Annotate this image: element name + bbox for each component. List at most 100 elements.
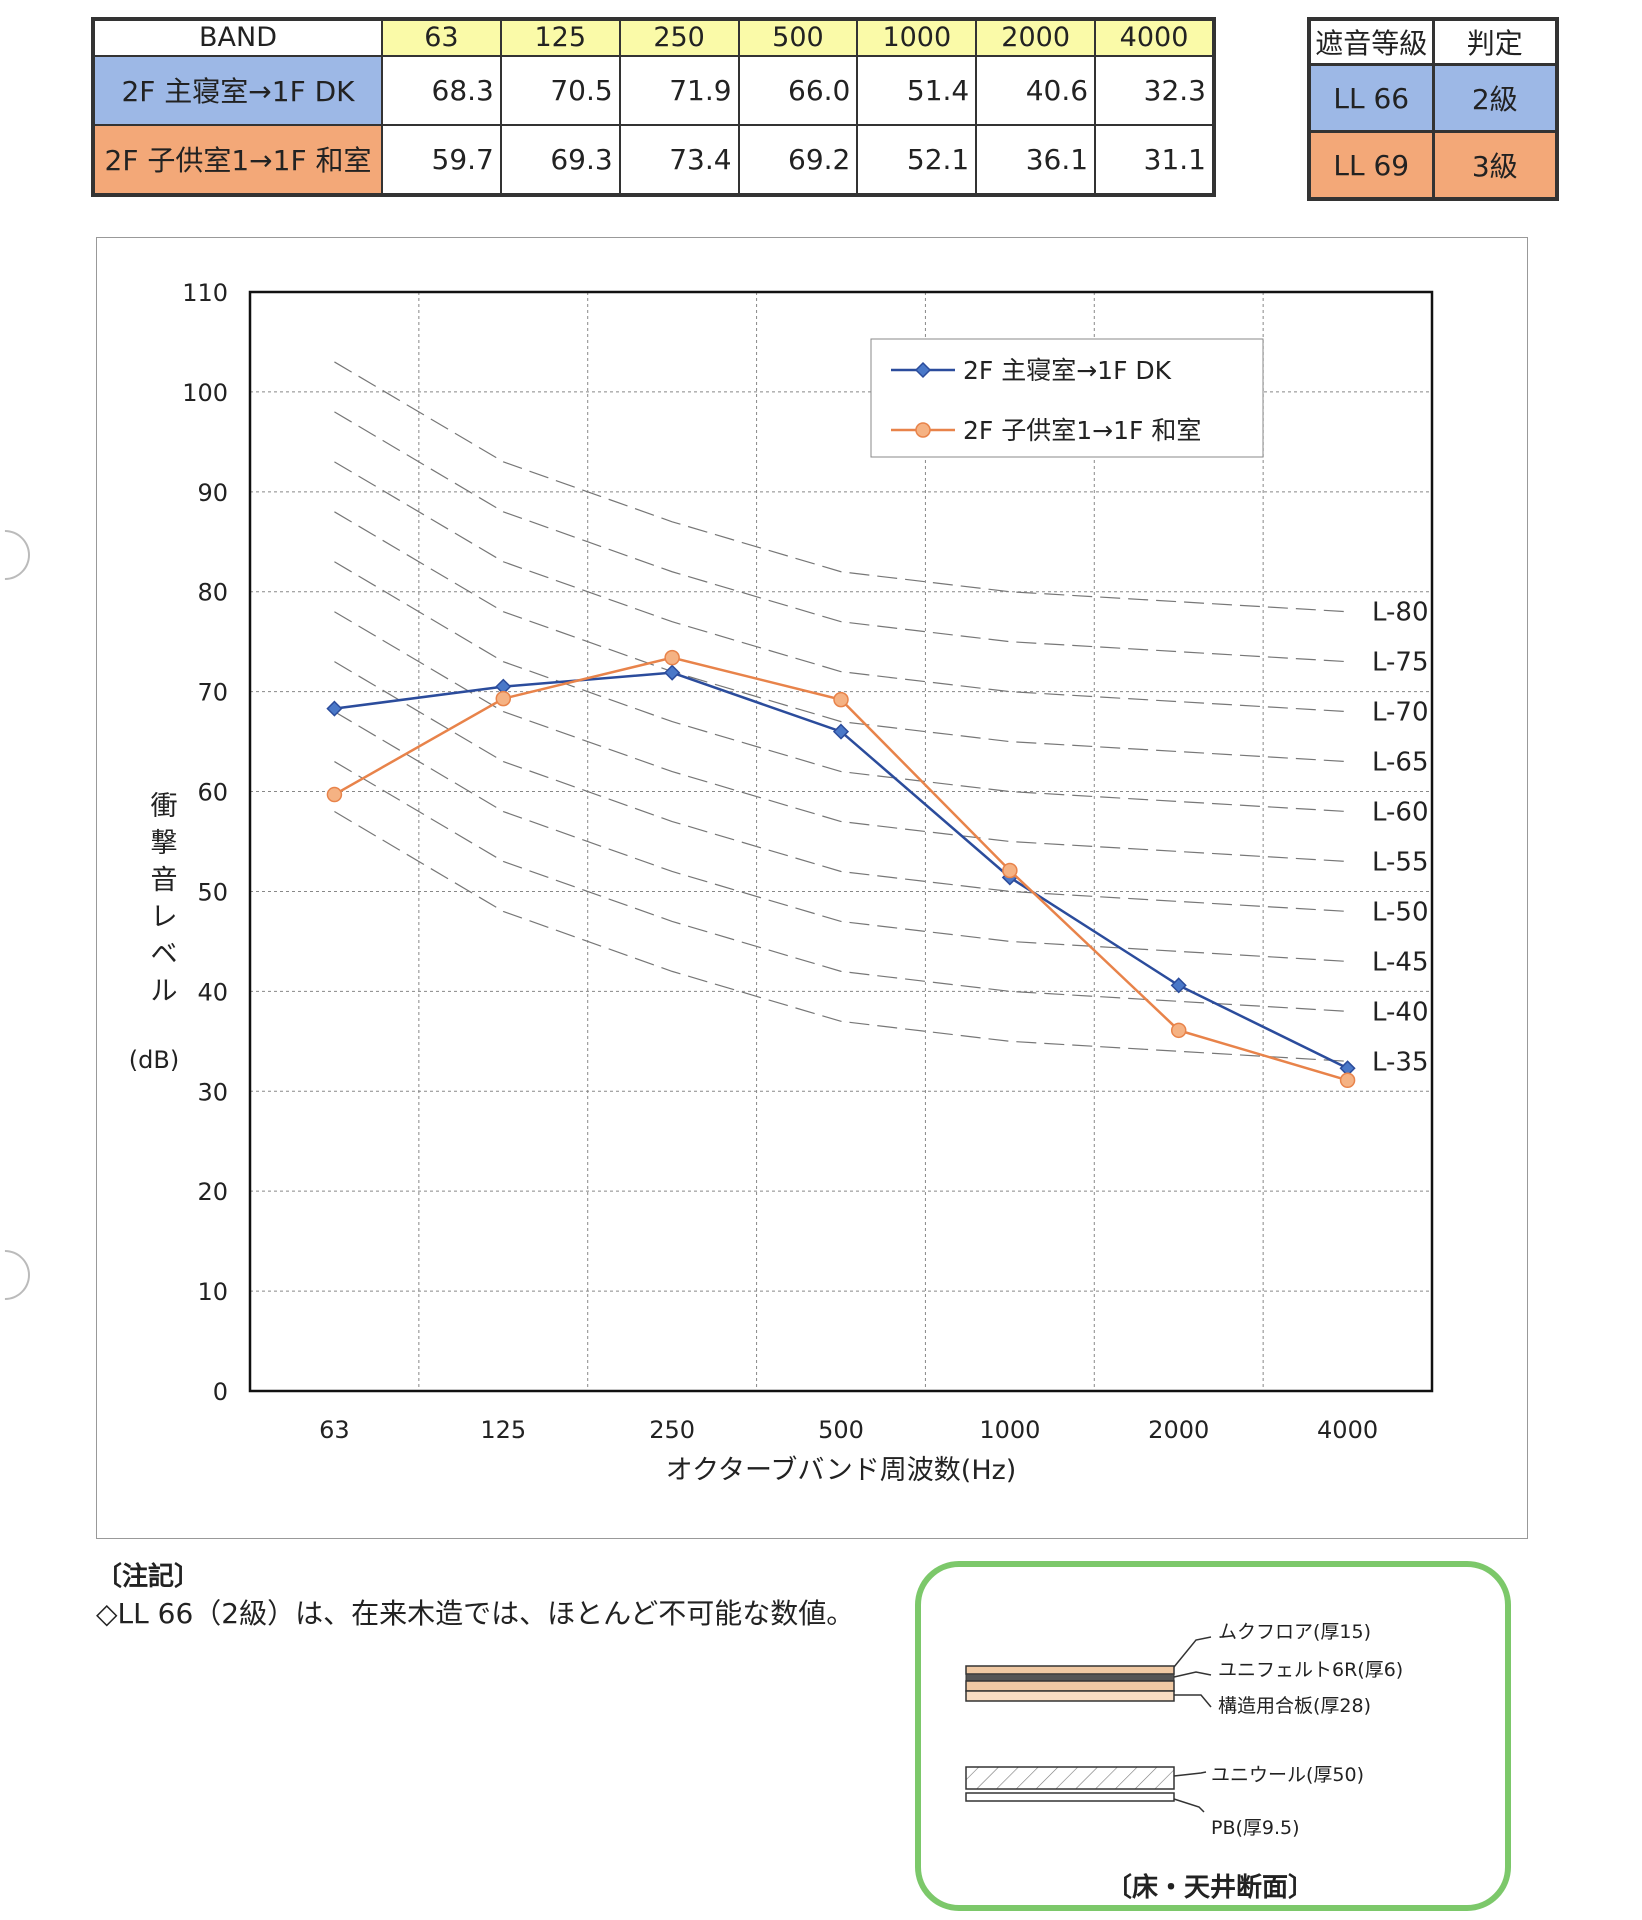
band-header-cell: 500 [737,18,859,57]
data-point [1170,1022,1187,1039]
binder-hole-mark [0,519,41,591]
table-row: 2F 子供室1→1F 和室 59.7 69.3 73.4 69.2 52.1 3… [92,123,1215,197]
reference-curve-label: L-65 [1372,748,1429,778]
table-cell: 32.3 [1094,54,1215,126]
judge-cell: 3級 [1431,130,1559,201]
y-axis-label-char: 音 [151,865,178,896]
y-tick-label: 100 [182,379,228,407]
binder-hole-mark [0,1239,41,1311]
floor-label: ムクフロア(厚15) [1218,1621,1372,1643]
table-cell: 73.4 [618,123,740,197]
table-cell: 36.1 [975,123,1097,197]
table-cell: 69.2 [737,123,859,197]
reference-curve-label: L-50 [1372,897,1429,927]
impact-sound-chart: L-80 L-75 L-70 L-65 L-60 L-55 L-50 L-45 L-40 L-35… [129,279,1434,1486]
table-cell: 69.3 [499,123,621,197]
band-header-cell: 4000 [1094,18,1215,57]
table-cell: 70.5 [499,54,621,126]
data-point [1170,977,1187,994]
legend-label: 2F 主寝室→1F DK [963,356,1172,385]
reference-curve [334,711,1348,962]
judge-header: 判定 [1431,17,1559,66]
reference-curve [334,411,1348,663]
chart-frame: L-80 L-75 L-70 L-65 L-60 L-55 L-50 L-45 L-40 L-35… [96,237,1528,1539]
reference-curve-label: L-55 [1372,847,1429,877]
ceiling-label: ユニウール(厚50) [1211,1764,1365,1786]
reference-curve-label: L-60 [1372,798,1429,828]
grade-table: 遮音等級 判定 LL 66 2級 LL 69 3級 [1307,17,1559,201]
table-cell: 31.1 [1094,123,1215,197]
data-point [664,664,681,681]
leader-lines [1173,1636,1212,1813]
data-point [1002,862,1018,879]
note-body: ◇LL 66（2級）は、在来木造では、ほとんど不可能な数値。 [96,1597,855,1630]
y-tick-label: 60 [197,779,228,807]
reference-curve [334,561,1348,813]
band-header-row: BAND 63 125 250 500 1000 2000 4000 [92,18,1215,57]
table-cell: 59.7 [381,123,502,197]
x-tick-label: 4000 [1317,1416,1378,1444]
data-point [326,786,343,803]
x-tick-label: 2000 [1148,1416,1209,1444]
grade-header: 遮音等級 [1307,17,1435,66]
x-tick-label: 500 [818,1416,864,1444]
y-tick-label: 30 [197,1078,228,1106]
legend-marker [914,361,932,379]
reference-curve [334,661,1348,913]
data-point [832,723,850,740]
note-title: 〔注記〕 [96,1562,201,1592]
reference-curve [334,461,1348,713]
reference-curve-label: L-70 [1372,698,1429,728]
grade-cell: LL 69 [1307,130,1435,201]
legend-box [870,338,1264,458]
band-header-cell: 63 [381,18,502,57]
y-axis-label-char: 撃 [151,828,178,859]
grade-cell: LL 66 [1307,63,1435,133]
reference-curve-label: L-75 [1372,648,1429,678]
ceiling-layers [965,1766,1175,1802]
table-cell: 68.3 [381,54,502,126]
data-point [1339,1072,1356,1089]
data-point [833,691,849,708]
floor-layers [965,1665,1175,1702]
y-axis-label-char: 衝 [151,791,178,822]
section-diagram [965,1636,1212,1813]
table-cell: 66.0 [737,54,859,126]
row-label: 2F 主寝室→1F DK [92,54,383,126]
table-cell: 52.1 [856,123,978,197]
plot-area-border [248,290,1434,1393]
reference-curve [334,761,1348,1012]
band-header-cell: 2000 [975,18,1097,57]
table-cell: 51.4 [856,54,978,126]
band-header-cell: 125 [499,18,621,57]
x-tick-label: 250 [649,1416,695,1444]
reference-curve [334,811,1348,1062]
data-point [495,690,512,707]
x-tick-label: 1000 [979,1416,1040,1444]
band-header-cell: 1000 [856,18,978,57]
y-tick-label: 90 [197,479,228,507]
y-axis-label-char: ル [151,976,178,1007]
y-axis-label-char: レ [151,902,178,933]
x-axis-label: オクターブバンド周波数(Hz) [666,1455,1017,1486]
reference-curve [334,361,1348,613]
y-tick-label: 80 [197,579,228,607]
reference-curve-label: L-45 [1372,947,1429,977]
table-cell: 40.6 [975,54,1097,126]
table-row: 2F 主寝室→1F DK 68.3 70.5 71.9 66.0 51.4 40… [92,54,1215,126]
y-tick-label: 110 [182,279,228,307]
y-tick-label: 20 [197,1178,228,1206]
y-tick-label: 10 [197,1278,228,1306]
grade-header-row: 遮音等級 判定 [1307,17,1559,66]
x-tick-label: 125 [480,1416,526,1444]
reference-curve [334,611,1348,863]
legend-label: 2F 子供室1→1F 和室 [963,416,1201,445]
section-title: 〔床・天井断面〕 [1106,1873,1315,1903]
table-cell: 71.9 [618,54,740,126]
data-point [664,649,680,666]
ceiling-label: PB(厚9.5) [1211,1817,1300,1839]
reference-curve-label: L-40 [1372,997,1429,1027]
y-axis-label-char: ベ [151,939,178,970]
band-header-cell: 250 [618,18,740,57]
floor-ceiling-section: ムクフロア(厚15) ユニフェルト6R(厚6) 構造用合板(厚28) ユニウール… [915,1561,1511,1911]
